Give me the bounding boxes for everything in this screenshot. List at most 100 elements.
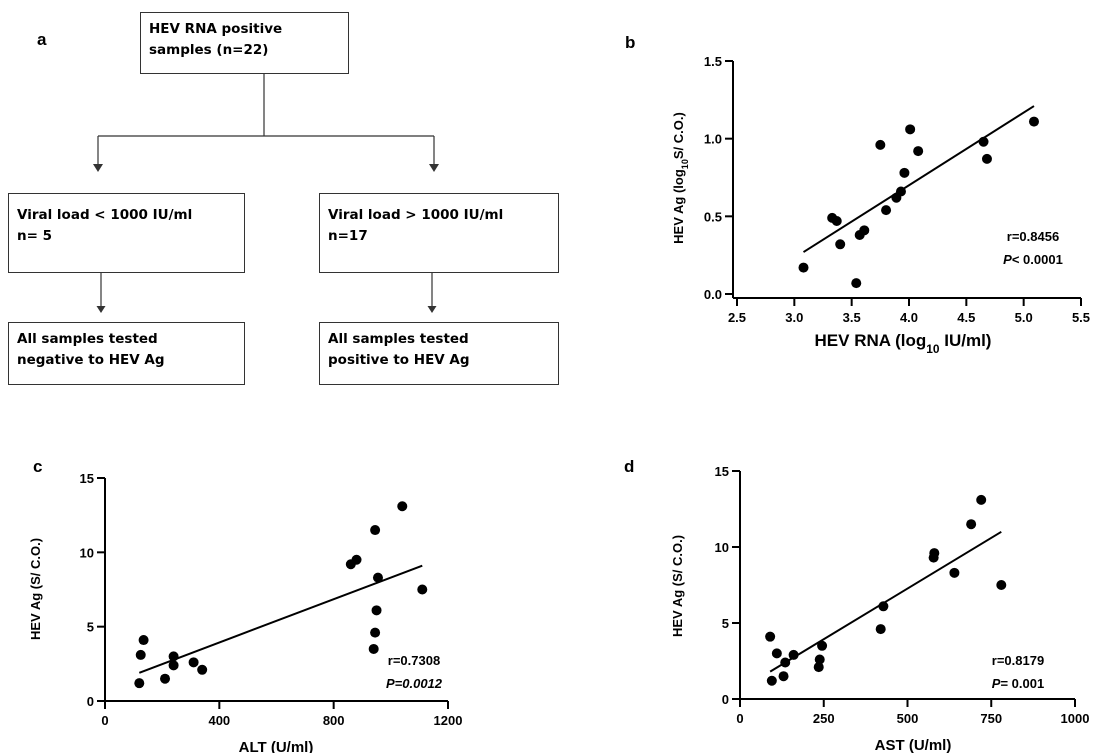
data-point xyxy=(765,631,776,642)
x-tick-label: 5.5 xyxy=(1072,310,1090,325)
y-tick-label: 0.0 xyxy=(704,287,722,302)
data-point xyxy=(875,624,886,635)
p-value: P< 0.0001 xyxy=(1003,252,1063,267)
x-tick-label: 1200 xyxy=(434,713,463,728)
x-tick-label: 500 xyxy=(897,711,919,726)
data-point xyxy=(417,584,428,595)
flow-text: HEV RNA positive xyxy=(149,21,283,37)
data-point xyxy=(780,657,791,668)
y-tick-label: 1.0 xyxy=(704,132,722,147)
y-tick-label: 0 xyxy=(722,692,729,707)
x-tick-label: 4.0 xyxy=(900,310,918,325)
data-point xyxy=(895,186,906,197)
flow-box-positive-result: All samples tested positive to HEV Ag xyxy=(319,322,559,385)
data-point xyxy=(835,239,846,250)
data-point xyxy=(981,153,992,164)
data-point xyxy=(371,605,382,616)
x-tick-label: 400 xyxy=(208,713,230,728)
y-tick-label: 10 xyxy=(715,540,729,555)
data-point xyxy=(905,124,916,135)
data-point xyxy=(976,494,987,505)
data-point xyxy=(771,648,782,659)
data-point xyxy=(766,675,777,686)
panel-label-d: d xyxy=(624,457,635,476)
x-tick-label: 4.5 xyxy=(957,310,975,325)
p-value: P= 0.001 xyxy=(992,676,1044,691)
x-tick-label: 5.0 xyxy=(1015,310,1033,325)
data-point xyxy=(168,651,179,662)
flow-text: Viral load > 1000 IU/ml xyxy=(328,207,504,223)
data-point xyxy=(881,205,892,216)
panel-label-a: a xyxy=(37,30,47,49)
flow-box-negative-result: All samples tested negative to HEV Ag xyxy=(8,322,245,385)
flow-box-high-viral-load: Viral load > 1000 IU/ml n=17 xyxy=(319,193,559,273)
flow-text: n=17 xyxy=(328,228,368,244)
x-tick-label: 0 xyxy=(101,713,108,728)
regression-line xyxy=(138,564,423,674)
data-point xyxy=(134,678,145,689)
data-point xyxy=(370,525,381,536)
flow-text: All samples tested xyxy=(328,331,469,347)
y-tick-label: 10 xyxy=(80,545,94,560)
y-tick-label: 5 xyxy=(87,620,94,635)
x-axis-label: AST (U/ml) xyxy=(875,737,952,753)
y-tick-label: 1.5 xyxy=(704,54,722,69)
data-point xyxy=(949,567,960,578)
x-tick-label: 750 xyxy=(980,711,1002,726)
p-value: P=0.0012 xyxy=(386,676,443,691)
flow-text: positive to HEV Ag xyxy=(328,352,470,368)
data-point xyxy=(135,649,146,660)
data-point xyxy=(878,601,889,612)
data-point xyxy=(814,654,825,665)
data-point xyxy=(397,501,408,512)
correlation-r: r=0.7308 xyxy=(388,653,440,668)
y-tick-label: 0.5 xyxy=(704,209,722,224)
data-point xyxy=(978,136,989,147)
x-tick-label: 250 xyxy=(813,711,835,726)
x-tick-label: 3.0 xyxy=(785,310,803,325)
data-point xyxy=(197,664,208,675)
y-tick-label: 0 xyxy=(87,694,94,709)
data-point xyxy=(778,671,789,682)
y-tick-label: 5 xyxy=(722,616,729,631)
panel-label-b: b xyxy=(625,33,636,52)
data-point xyxy=(351,554,362,565)
x-tick-label: 0 xyxy=(736,711,743,726)
data-point xyxy=(160,673,171,684)
data-point xyxy=(996,580,1007,590)
data-point xyxy=(813,662,824,673)
regression-line xyxy=(802,105,1035,253)
flow-text: Viral load < 1000 IU/ml xyxy=(17,207,193,223)
x-axis-label: HEV RNA (log10 IU/ml) xyxy=(815,331,992,356)
regression-line xyxy=(769,530,1002,673)
data-point xyxy=(188,657,199,668)
data-point xyxy=(1028,116,1039,127)
flow-text: negative to HEV Ag xyxy=(17,352,165,368)
y-axis-label: HEV Ag (S/ C.O.) xyxy=(670,535,685,637)
data-point xyxy=(798,262,809,273)
data-point xyxy=(966,519,977,530)
data-point xyxy=(929,548,940,559)
flow-text: All samples tested xyxy=(17,331,158,347)
data-point xyxy=(168,660,179,671)
data-point xyxy=(851,278,862,289)
x-tick-label: 800 xyxy=(323,713,345,728)
data-point xyxy=(875,139,886,150)
x-tick-label: 1000 xyxy=(1061,711,1090,726)
y-axis-label: HEV Ag (log10S/ C.O.) xyxy=(671,112,690,244)
data-point xyxy=(372,572,383,583)
data-point xyxy=(831,215,842,226)
y-tick-label: 15 xyxy=(80,471,94,486)
data-point xyxy=(138,635,149,646)
panel-label-c: c xyxy=(33,457,43,476)
x-tick-label: 2.5 xyxy=(728,310,746,325)
flow-text: samples (n=22) xyxy=(149,42,269,58)
x-tick-label: 3.5 xyxy=(843,310,861,325)
y-tick-label: 15 xyxy=(715,464,729,479)
y-axis-label: HEV Ag (S/ C.O.) xyxy=(28,538,43,640)
flow-text: n= 5 xyxy=(17,228,53,244)
data-point xyxy=(899,167,910,178)
